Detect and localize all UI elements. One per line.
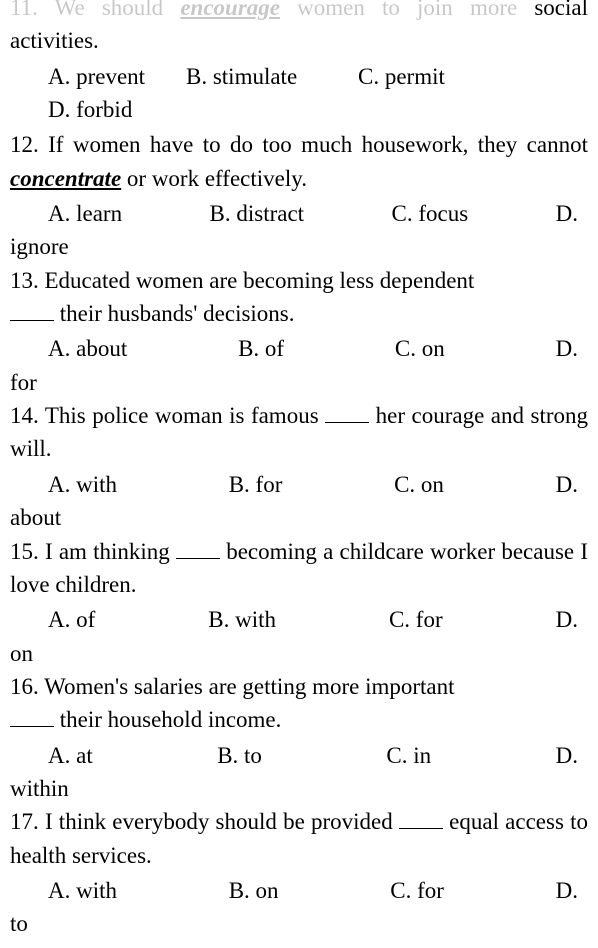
- q16-options: A. at B. to C. in D. within: [10, 739, 588, 806]
- q14-options: A. with B. for C. on D. about: [10, 468, 588, 535]
- q12-opt-c[interactable]: C. focus: [392, 197, 469, 230]
- q13-blank: [10, 320, 54, 321]
- q12-opt-d[interactable]: D.: [556, 197, 578, 230]
- q13-opt-a[interactable]: A. about: [48, 332, 127, 365]
- q15-opt-b[interactable]: B. with: [208, 603, 276, 636]
- question-14: 14. This police woman is famous her cour…: [10, 399, 588, 534]
- q13-before: 13. Educated women are becoming less dep…: [10, 268, 474, 293]
- q11-opt-d[interactable]: D. forbid: [48, 93, 132, 126]
- q16-opt-d[interactable]: D.: [556, 739, 578, 772]
- q12-opt-b[interactable]: B. distract: [210, 197, 305, 230]
- q12-before: 12. If women have to do too much housewo…: [10, 132, 588, 157]
- q15-trail: on: [10, 637, 588, 670]
- question-17: 17. I think everybody should be provided…: [10, 805, 588, 940]
- q14-text: 14. This police woman is famous her cour…: [10, 399, 588, 466]
- q11-opt-b[interactable]: B. stimulate: [186, 60, 358, 93]
- q14-opt-b[interactable]: B. for: [229, 468, 283, 501]
- q15-opt-c[interactable]: C. for: [389, 603, 443, 636]
- q11-opt-a[interactable]: A. prevent: [48, 60, 186, 93]
- q16-opt-a[interactable]: A. at: [48, 739, 93, 772]
- question-11: 11. We should encourage women to join mo…: [10, 0, 588, 126]
- q12-opt-a[interactable]: A. learn: [48, 197, 122, 230]
- q16-trail: within: [10, 772, 588, 805]
- q14-opt-a[interactable]: A. with: [48, 468, 117, 501]
- q16-after: their household income.: [54, 707, 281, 732]
- q16-text: 16. Women's salaries are getting more im…: [10, 670, 588, 737]
- q13-opt-b[interactable]: B. of: [238, 332, 284, 365]
- q15-blank: [176, 558, 220, 559]
- q15-opt-d[interactable]: D.: [556, 603, 578, 636]
- q17-opt-c[interactable]: C. for: [390, 874, 444, 907]
- q12-after: or work effectively.: [121, 166, 307, 191]
- q14-opt-d[interactable]: D.: [556, 468, 578, 501]
- q11-underline: encourage: [180, 0, 280, 20]
- q16-opt-c[interactable]: C. in: [386, 739, 431, 772]
- q13-trail: for: [10, 366, 588, 399]
- q15-text: 15. I am thinking becoming a childcare w…: [10, 535, 588, 602]
- q13-options: A. about B. of C. on D. for: [10, 332, 588, 399]
- q11-options: A. preventB. stimulateC. permit D. forbi…: [10, 60, 588, 127]
- q17-before: 17. I think everybody should be provided: [10, 809, 399, 834]
- q14-blank: [325, 422, 369, 423]
- q12-options: A. learn B. distract C. focus D. ignore: [10, 197, 588, 264]
- q14-opt-c[interactable]: C. on: [394, 468, 444, 501]
- q12-text: 12. If women have to do too much housewo…: [10, 128, 588, 195]
- question-12: 12. If women have to do too much housewo…: [10, 128, 588, 263]
- q16-before: 16. Women's salaries are getting more im…: [10, 674, 455, 699]
- q15-options: A. of B. with C. for D. on: [10, 603, 588, 670]
- q11-opt-c[interactable]: C. permit: [358, 60, 445, 93]
- question-13: 13. Educated women are becoming less dep…: [10, 264, 588, 399]
- q17-text: 17. I think everybody should be provided…: [10, 805, 588, 872]
- q17-blank: [399, 828, 443, 829]
- q13-opt-d[interactable]: D.: [556, 332, 578, 365]
- q15-before: 15. I am thinking: [10, 539, 176, 564]
- q13-opt-c[interactable]: C. on: [395, 332, 445, 365]
- q16-blank: [10, 726, 54, 727]
- q17-opt-d[interactable]: D.: [556, 874, 578, 907]
- question-16: 16. Women's salaries are getting more im…: [10, 670, 588, 805]
- q11-before: 11. We should: [10, 0, 180, 20]
- q17-trail: to: [10, 907, 588, 940]
- q12-underline: concentrate: [10, 166, 121, 191]
- q13-after: their husbands' decisions.: [54, 301, 295, 326]
- q14-trail: about: [10, 501, 588, 534]
- q16-opt-b[interactable]: B. to: [217, 739, 262, 772]
- question-15: 15. I am thinking becoming a childcare w…: [10, 535, 588, 670]
- q17-opt-b[interactable]: B. on: [229, 874, 279, 907]
- q15-opt-a[interactable]: A. of: [48, 603, 95, 636]
- q17-opt-a[interactable]: A. with: [48, 874, 117, 907]
- q11-after: women to join more: [280, 0, 517, 20]
- q14-before: 14. This police woman is famous: [10, 403, 325, 428]
- q12-trail: ignore: [10, 230, 588, 263]
- q11-text: 11. We should encourage women to join mo…: [10, 0, 588, 58]
- q13-text: 13. Educated women are becoming less dep…: [10, 264, 588, 331]
- q17-options: A. with B. on C. for D. to: [10, 874, 588, 941]
